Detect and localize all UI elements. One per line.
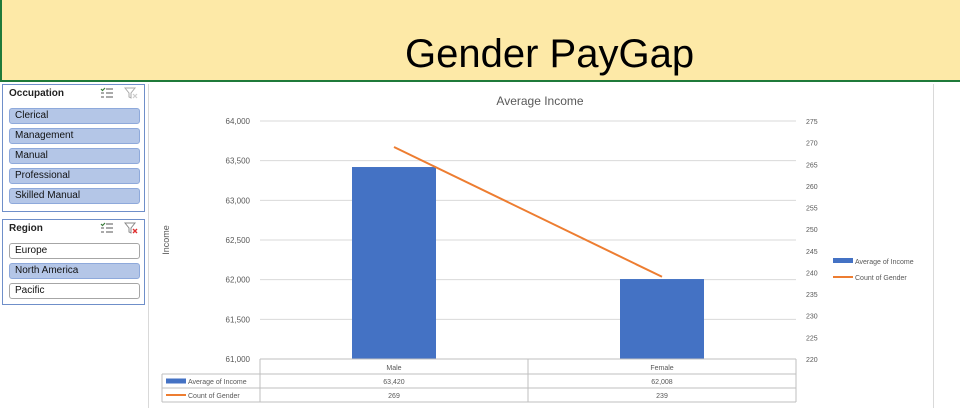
slicer-item-manual[interactable]: Manual bbox=[9, 148, 140, 164]
occupation-slicer: Occupation Clerical Management Manual Pr… bbox=[2, 84, 145, 212]
multi-select-icon[interactable] bbox=[100, 222, 114, 234]
chart-area[interactable] bbox=[148, 84, 934, 408]
slicer-item-pacific[interactable]: Pacific bbox=[9, 283, 140, 299]
slicer-item-management[interactable]: Management bbox=[9, 128, 140, 144]
multi-select-icon[interactable] bbox=[100, 87, 114, 99]
header-banner: Gender PayGap bbox=[0, 0, 960, 82]
clear-filter-icon[interactable] bbox=[124, 87, 138, 99]
slicer-item-clerical[interactable]: Clerical bbox=[9, 108, 140, 124]
slicer-item-europe[interactable]: Europe bbox=[9, 243, 140, 259]
occupation-slicer-title: Occupation bbox=[9, 88, 65, 99]
slicer-item-north-america[interactable]: North America bbox=[9, 263, 140, 279]
page-title: Gender PayGap bbox=[405, 32, 695, 76]
clear-filter-icon[interactable] bbox=[124, 222, 138, 234]
slicer-item-professional[interactable]: Professional bbox=[9, 168, 140, 184]
region-slicer-title: Region bbox=[9, 223, 43, 234]
slicer-item-skilled-manual[interactable]: Skilled Manual bbox=[9, 188, 140, 204]
region-slicer: Region Europe North America Pacific bbox=[2, 219, 145, 305]
